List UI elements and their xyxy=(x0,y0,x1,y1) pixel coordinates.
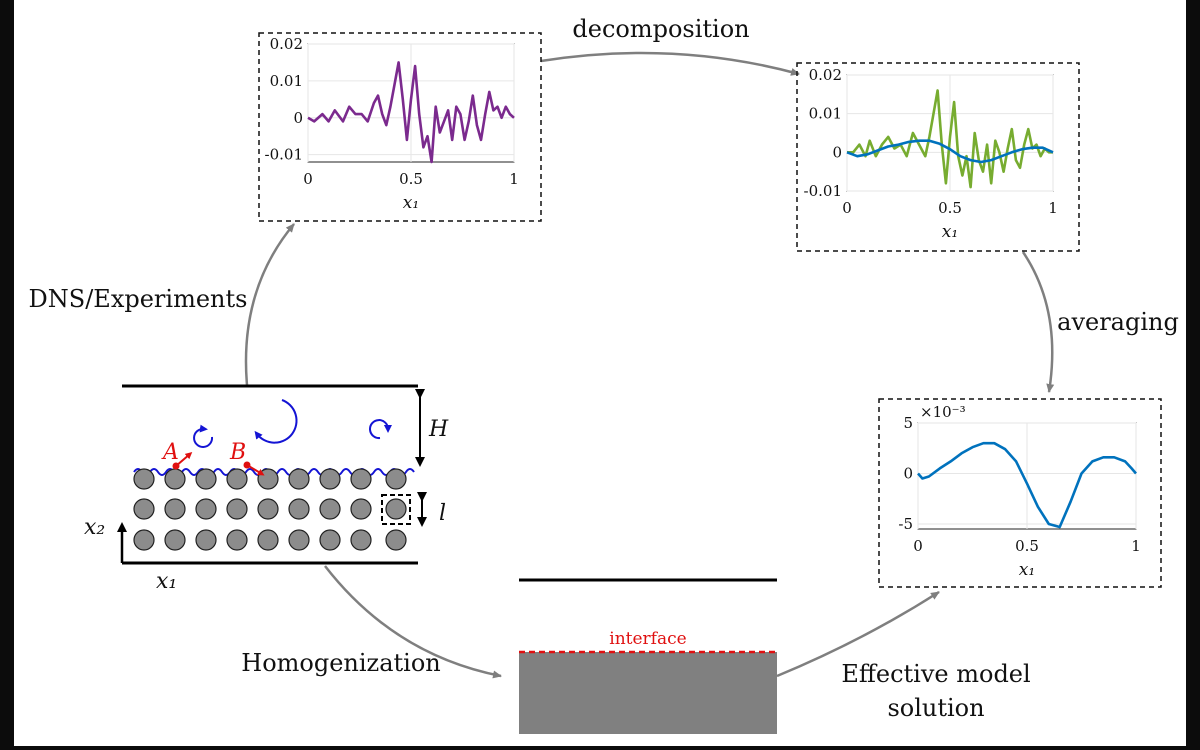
particle-r3-c1 xyxy=(133,529,155,551)
series-signal-raw xyxy=(307,61,515,164)
ytick-decomposed-2: 0 xyxy=(832,143,842,161)
vortex-small-left xyxy=(193,424,214,448)
label-homogenization: Homogenization xyxy=(241,649,440,677)
particle-r1-c7 xyxy=(319,468,341,490)
series-mean-decomposed xyxy=(846,139,1054,164)
particle-r1-c2 xyxy=(164,468,186,490)
label-interface: interface xyxy=(609,629,686,649)
label-point-a: A xyxy=(161,440,179,465)
vortex-small-right xyxy=(369,419,392,440)
figure-canvas: decomposition DNS/Experiments averaging … xyxy=(14,0,1186,746)
label-point-b: B xyxy=(229,440,246,465)
label-h: H xyxy=(428,417,449,442)
ytick-decomposed-1: 0.01 xyxy=(809,105,842,123)
particle-r2-c7 xyxy=(319,498,341,520)
diagram-svg: decomposition DNS/Experiments averaging … xyxy=(29,15,1179,734)
ytick-averaged-1: 0 xyxy=(903,464,913,482)
vortex-large xyxy=(254,399,298,444)
label-x1: x₁ xyxy=(156,569,177,594)
ytick-averaged-2: -5 xyxy=(898,515,913,533)
particle-r3-c4 xyxy=(226,529,248,551)
particle-r2-c6 xyxy=(288,498,310,520)
particle-r3-c6 xyxy=(288,529,310,551)
particle-r1-c8 xyxy=(350,468,372,490)
ytick-averaged-0: 5 xyxy=(903,414,913,432)
particle-r2-c9 xyxy=(385,498,407,520)
label-l: l xyxy=(439,501,446,526)
particle-r1-c9 xyxy=(385,468,407,490)
particle-r2-c3 xyxy=(195,498,217,520)
label-effective-model-line2: solution xyxy=(887,694,984,722)
xlabel-decomposed: x₁ xyxy=(942,222,958,242)
particle-r3-c5 xyxy=(257,529,279,551)
particle-r2-c5 xyxy=(257,498,279,520)
particle-r3-c9 xyxy=(385,529,407,551)
point-a-arrow xyxy=(175,452,193,467)
particle-r2-c4 xyxy=(226,498,248,520)
xtick-decomposed-1: 0.5 xyxy=(938,199,962,217)
chart-frame-decomposed xyxy=(796,62,1080,252)
ytick-raw-0: 0.02 xyxy=(270,35,303,53)
arrow-dns xyxy=(244,223,295,386)
label-averaging: averaging xyxy=(1057,308,1179,336)
particle-r3-c2 xyxy=(164,529,186,551)
particle-r2-c2 xyxy=(164,498,186,520)
arrow-effective-model xyxy=(776,590,940,678)
label-decomposition: decomposition xyxy=(572,15,749,43)
arrow-averaging xyxy=(1021,251,1055,393)
chart-frame-raw xyxy=(258,32,542,222)
ytick-decomposed-3: -0.01 xyxy=(804,182,842,200)
chart-frame-averaged xyxy=(878,398,1162,588)
xtick-averaged-2: 1 xyxy=(1131,537,1141,555)
xtick-averaged-1: 0.5 xyxy=(1015,537,1039,555)
particle-r3-c3 xyxy=(195,529,217,551)
particle-r1-c4 xyxy=(226,468,248,490)
particle-array xyxy=(133,468,407,551)
arrow-homogenization xyxy=(324,565,502,679)
xlabel-averaged: x₁ xyxy=(1019,560,1035,580)
particle-r3-c8 xyxy=(350,529,372,551)
particle-r1-c6 xyxy=(288,468,310,490)
unit-cell-box xyxy=(381,494,411,525)
ytick-raw-3: -0.01 xyxy=(265,146,303,164)
point-b-arrow xyxy=(246,464,265,476)
ytick-raw-2: 0 xyxy=(293,109,303,127)
ytick-decomposed-0: 0.02 xyxy=(809,66,842,84)
xtick-raw-1: 0.5 xyxy=(399,170,423,188)
xtick-raw-2: 1 xyxy=(509,170,519,188)
particle-r3-c7 xyxy=(319,529,341,551)
label-x2: x₂ xyxy=(84,515,105,540)
particle-r1-c5 xyxy=(257,468,279,490)
xtick-averaged-0: 0 xyxy=(913,537,923,555)
particle-r2-c1 xyxy=(133,498,155,520)
xtick-raw-0: 0 xyxy=(303,170,313,188)
scale-label-averaged: ×10⁻³ xyxy=(920,403,966,421)
xtick-decomposed-0: 0 xyxy=(842,199,852,217)
ytick-raw-1: 0.01 xyxy=(270,72,303,90)
series-fluctuation-decomposed xyxy=(847,89,1053,189)
chart-averaged: 0 0.5 150-5x₁×10⁻³ xyxy=(898,403,1140,580)
homogenized-porous-block xyxy=(519,652,777,734)
label-effective-model-line1: Effective model xyxy=(841,660,1030,688)
label-dns-experiments: DNS/Experiments xyxy=(29,285,248,313)
particle-r1-c3 xyxy=(195,468,217,490)
particle-r1-c1 xyxy=(133,468,155,490)
arrow-decomposition xyxy=(540,51,800,76)
xlabel-raw: x₁ xyxy=(403,193,419,213)
particle-r2-c8 xyxy=(350,498,372,520)
xtick-decomposed-2: 1 xyxy=(1048,199,1058,217)
series-averaged-averaged xyxy=(917,441,1137,529)
